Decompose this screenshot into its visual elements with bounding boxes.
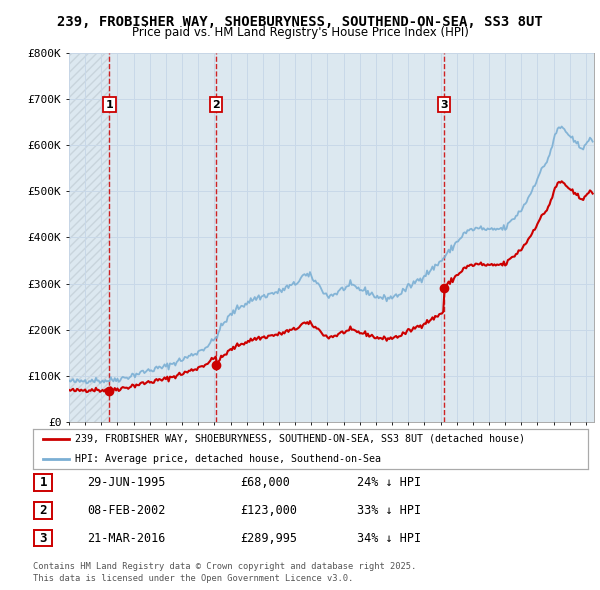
Bar — [69, 53, 109, 422]
Text: £289,995: £289,995 — [240, 532, 297, 545]
Text: Price paid vs. HM Land Registry's House Price Index (HPI): Price paid vs. HM Land Registry's House … — [131, 26, 469, 39]
Text: 21-MAR-2016: 21-MAR-2016 — [87, 532, 166, 545]
Text: 34% ↓ HPI: 34% ↓ HPI — [357, 532, 421, 545]
Text: 1: 1 — [106, 100, 113, 110]
Text: 24% ↓ HPI: 24% ↓ HPI — [357, 476, 421, 489]
Text: 239, FROBISHER WAY, SHOEBURYNESS, SOUTHEND-ON-SEA, SS3 8UT (detached house): 239, FROBISHER WAY, SHOEBURYNESS, SOUTHE… — [74, 434, 524, 444]
Text: £123,000: £123,000 — [240, 504, 297, 517]
Text: This data is licensed under the Open Government Licence v3.0.: This data is licensed under the Open Gov… — [33, 574, 353, 583]
Text: HPI: Average price, detached house, Southend-on-Sea: HPI: Average price, detached house, Sout… — [74, 454, 380, 464]
Text: 3: 3 — [440, 100, 448, 110]
Text: Contains HM Land Registry data © Crown copyright and database right 2025.: Contains HM Land Registry data © Crown c… — [33, 562, 416, 571]
Text: 29-JUN-1995: 29-JUN-1995 — [87, 476, 166, 489]
Text: 33% ↓ HPI: 33% ↓ HPI — [357, 504, 421, 517]
Text: 2: 2 — [40, 504, 47, 517]
Text: 239, FROBISHER WAY, SHOEBURYNESS, SOUTHEND-ON-SEA, SS3 8UT: 239, FROBISHER WAY, SHOEBURYNESS, SOUTHE… — [57, 15, 543, 29]
Text: £68,000: £68,000 — [240, 476, 290, 489]
Text: 08-FEB-2002: 08-FEB-2002 — [87, 504, 166, 517]
Text: 1: 1 — [40, 476, 47, 489]
Text: 2: 2 — [212, 100, 220, 110]
Text: 3: 3 — [40, 532, 47, 545]
